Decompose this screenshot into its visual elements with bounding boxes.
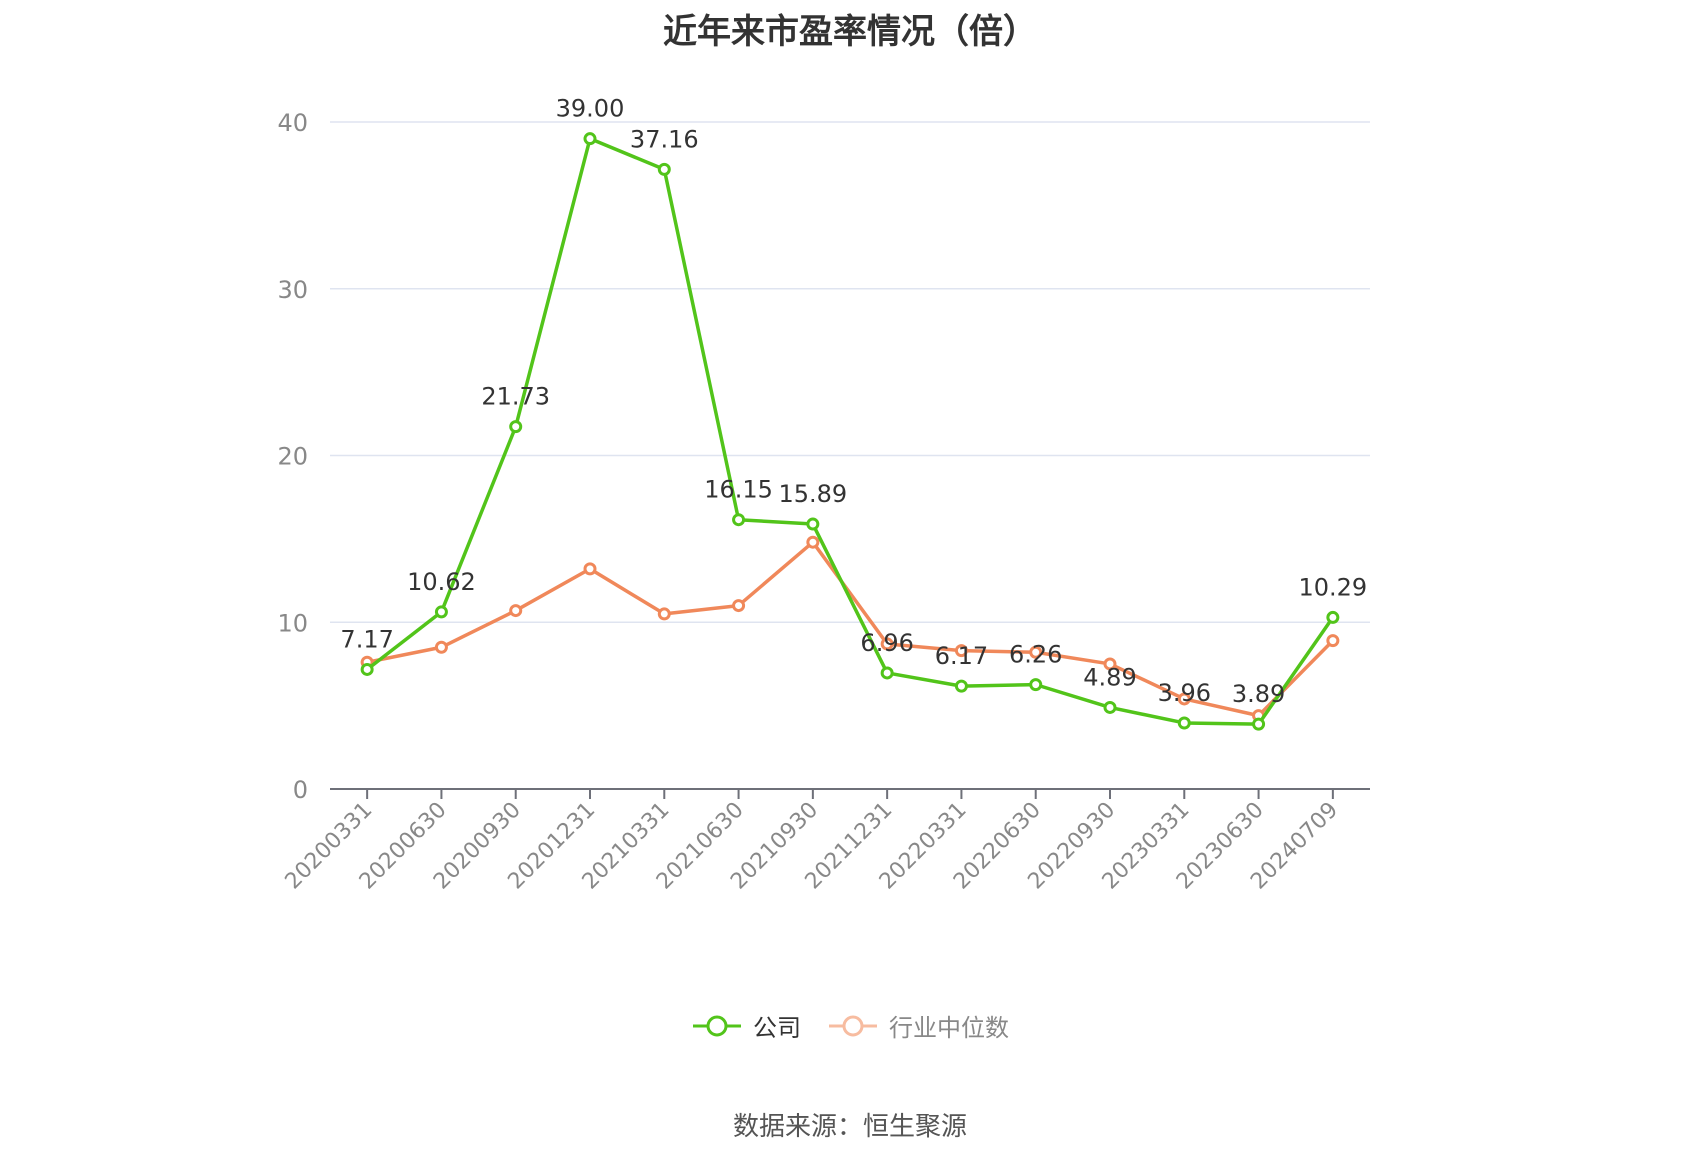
legend-label-industry: 行业中位数 [889, 1014, 1009, 1042]
data-label-company: 21.73 [481, 383, 550, 411]
data-label-company: 6.26 [1009, 641, 1062, 669]
data-point-industry [732, 599, 746, 613]
data-label-company: 10.29 [1298, 573, 1367, 601]
data-point-company [1177, 716, 1191, 730]
data-label-company: 7.17 [340, 625, 393, 653]
chart-title: 近年来市盈率情况（倍） [663, 12, 1037, 52]
data-label-company: 6.17 [935, 642, 988, 670]
data-point-company [434, 605, 448, 619]
data-point-industry [1103, 657, 1117, 671]
data-label-company: 37.16 [630, 125, 699, 153]
data-point-industry [1177, 692, 1191, 706]
data-label-company: 3.89 [1232, 680, 1285, 708]
data-point-company [1029, 678, 1043, 692]
legend-label-company: 公司 [753, 1014, 801, 1042]
legend-item-company[interactable]: 公司 [691, 1008, 801, 1043]
data-source: 数据来源：恒生聚源 [732, 1112, 967, 1142]
data-point-industry [583, 562, 597, 576]
data-point-industry [657, 607, 671, 621]
data-point-industry [954, 644, 968, 658]
data-label-company: 15.89 [778, 480, 847, 508]
data-point-industry [806, 535, 820, 549]
data-point-company [583, 132, 597, 146]
data-label-company: 39.00 [556, 95, 625, 123]
data-point-company [732, 513, 746, 527]
y-tick-label: 20 [277, 443, 308, 471]
data-point-company [1103, 700, 1117, 714]
data-point-industry [509, 604, 523, 618]
data-label-company: 16.15 [704, 476, 773, 504]
y-tick-label: 40 [277, 109, 308, 137]
data-label-company: 10.62 [407, 568, 476, 596]
data-label-company: 3.96 [1158, 679, 1211, 707]
data-point-company [806, 517, 820, 531]
data-point-company [360, 662, 374, 676]
y-tick-label: 30 [277, 276, 308, 304]
data-point-industry [1326, 634, 1340, 648]
data-point-company [657, 162, 671, 176]
legend-company-icon [693, 1015, 741, 1036]
data-label-company: 4.89 [1083, 663, 1136, 691]
y-tick-label: 10 [277, 609, 308, 637]
y-tick-label: 0 [293, 776, 308, 804]
legend-industry-icon [829, 1015, 877, 1036]
legend-item-industry[interactable]: 行业中位数 [827, 1008, 1009, 1043]
data-point-company [880, 666, 894, 680]
legend: 公司 行业中位数 [0, 1008, 1700, 1043]
data-point-company [1252, 717, 1266, 731]
data-label-company: 6.96 [860, 629, 913, 657]
data-point-company [1326, 610, 1340, 624]
data-point-industry [434, 640, 448, 654]
data-point-company [509, 420, 523, 434]
series-line-company [366, 136, 1335, 726]
data-point-industry [1029, 645, 1043, 659]
series-line-industry [366, 540, 1335, 718]
data-point-industry [880, 637, 894, 651]
data-point-company [954, 679, 968, 693]
